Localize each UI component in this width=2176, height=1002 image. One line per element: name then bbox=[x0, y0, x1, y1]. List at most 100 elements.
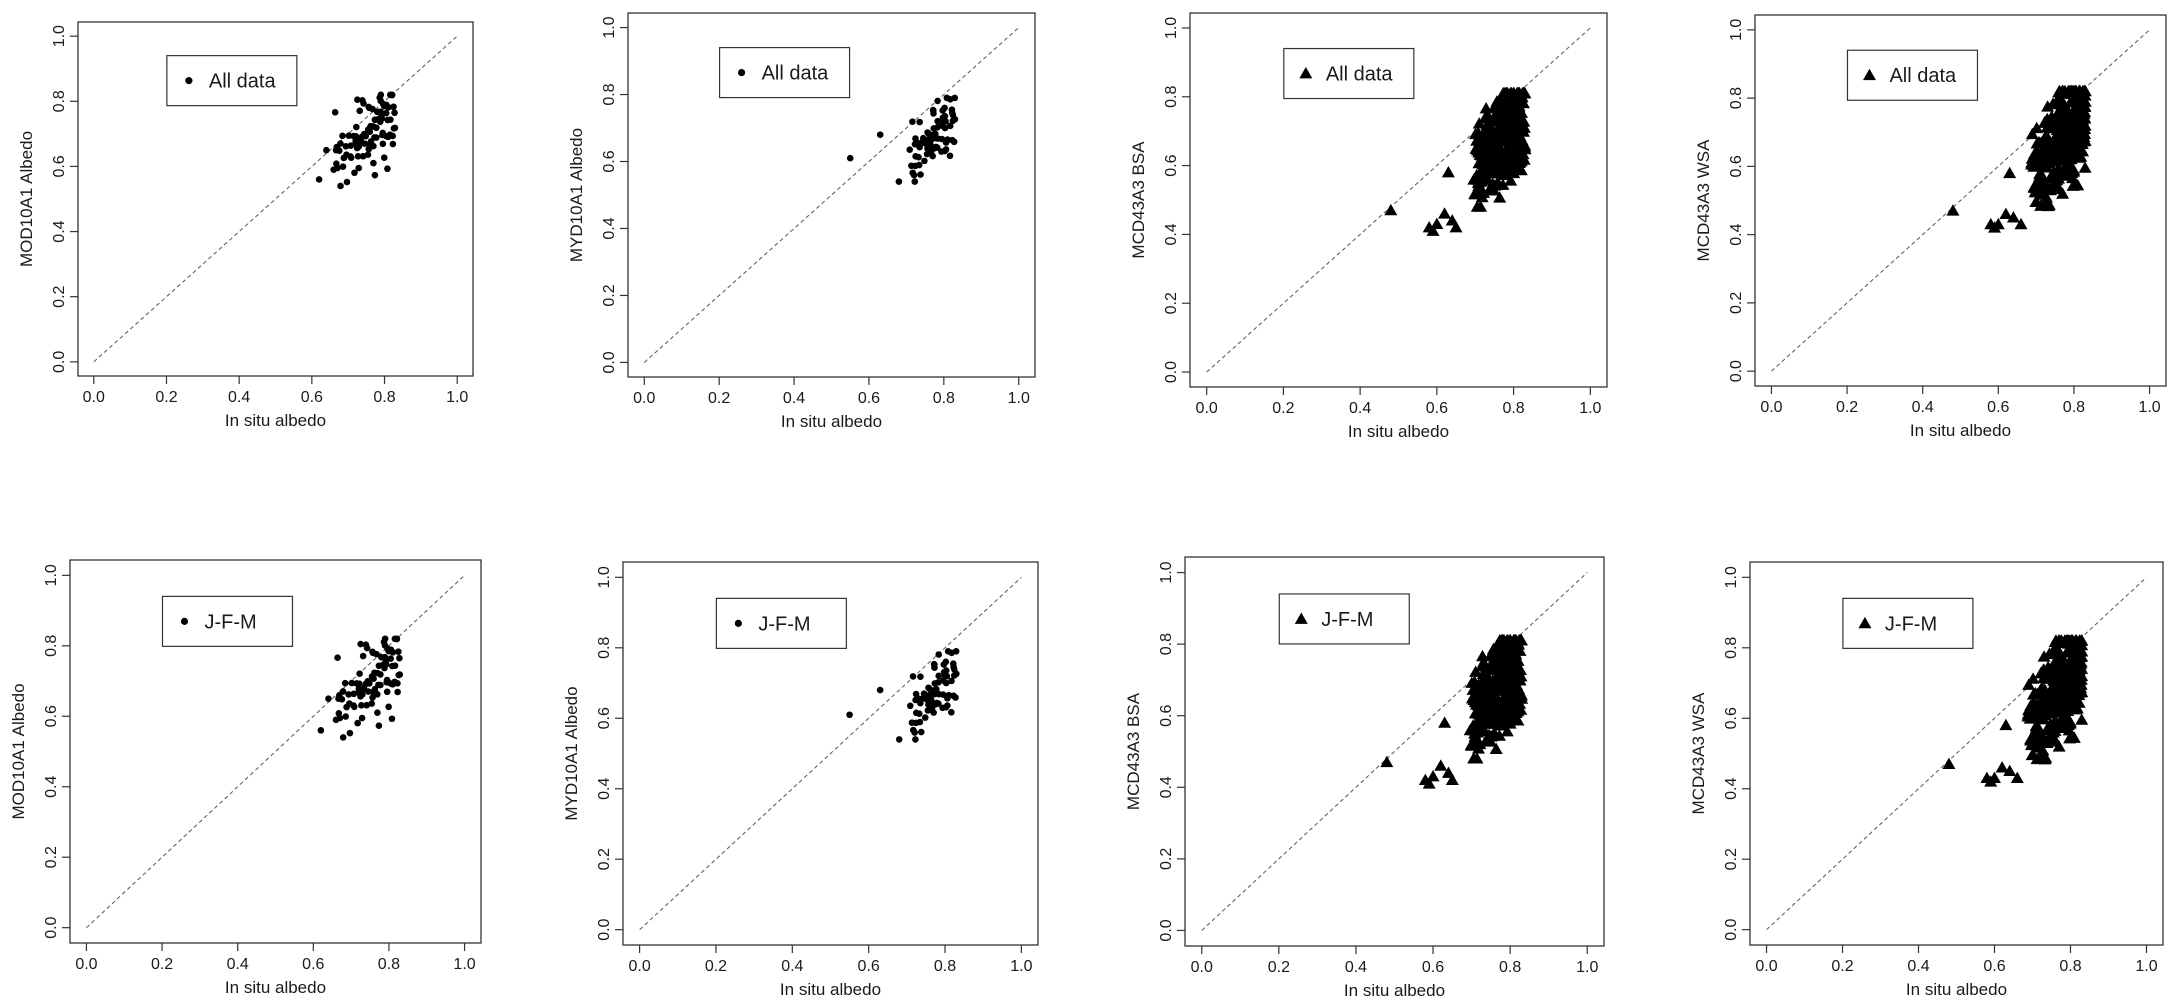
data-point bbox=[2052, 110, 2066, 123]
legend-marker bbox=[737, 68, 746, 77]
data-point bbox=[2074, 673, 2088, 685]
data-point bbox=[1485, 145, 1499, 157]
y-tick-label: 1.0 bbox=[1723, 566, 1740, 588]
data-point bbox=[358, 714, 366, 722]
data-point bbox=[347, 142, 355, 149]
data-point bbox=[2058, 86, 2072, 98]
data-point bbox=[2067, 134, 2081, 147]
data-point bbox=[2014, 217, 2028, 230]
data-point bbox=[1485, 167, 1499, 179]
data-point bbox=[1430, 217, 1444, 229]
y-tick-label: 0.0 bbox=[51, 351, 68, 373]
data-point bbox=[915, 161, 923, 169]
data-point bbox=[2074, 657, 2088, 670]
data-point bbox=[355, 164, 363, 172]
data-point bbox=[935, 672, 943, 680]
data-point bbox=[2068, 676, 2082, 688]
data-point bbox=[1480, 154, 1494, 167]
y-tick-label: 0.4 bbox=[1158, 776, 1175, 798]
x-tick-label: 0.0 bbox=[75, 956, 97, 973]
x-tick-label: 0.0 bbox=[1196, 400, 1218, 417]
data-point bbox=[357, 136, 364, 144]
data-point bbox=[2062, 637, 2076, 649]
data-point bbox=[1471, 126, 1485, 138]
data-point bbox=[911, 178, 919, 185]
data-point bbox=[2010, 771, 2024, 784]
x-tick-label: 0.0 bbox=[628, 958, 650, 975]
x-tick-label: 0.4 bbox=[227, 956, 249, 973]
data-point bbox=[2074, 649, 2088, 662]
scatter-panel: 0.0 0.2 0.4 0.6 0.8 1.0 0.0 0.2 0.4 0.6 0.8 1.0 In s… bbox=[1689, 561, 2164, 999]
data-point bbox=[380, 154, 388, 161]
data-point bbox=[2037, 650, 2051, 662]
data-point bbox=[939, 691, 947, 698]
data-point bbox=[1483, 661, 1497, 674]
data-point bbox=[1503, 668, 1517, 681]
data-point bbox=[2055, 132, 2069, 144]
y-tick-label: 0.6 bbox=[601, 150, 618, 172]
data-point bbox=[1483, 182, 1497, 195]
data-point bbox=[1491, 104, 1505, 116]
data-point bbox=[2049, 653, 2063, 665]
data-point bbox=[360, 100, 367, 107]
data-point bbox=[2053, 154, 2067, 166]
data-point bbox=[2058, 661, 2072, 674]
data-point bbox=[949, 111, 957, 119]
data-point bbox=[337, 140, 344, 147]
x-tick-label: 0.0 bbox=[83, 389, 105, 406]
data-point bbox=[1502, 687, 1516, 699]
legend-label: J-F-M bbox=[758, 613, 810, 635]
data-point bbox=[932, 700, 940, 708]
legend-label: J-F-M bbox=[1321, 609, 1373, 631]
data-point bbox=[362, 132, 370, 140]
data-point bbox=[1449, 221, 1463, 233]
data-point bbox=[1493, 191, 1507, 203]
data-point bbox=[1478, 668, 1492, 680]
data-point bbox=[1494, 700, 1508, 712]
data-point bbox=[389, 662, 396, 670]
scatter-panel: 0.0 0.2 0.4 0.6 0.8 1.0 0.0 0.2 0.4 0.6 0.8 1.0 In s… bbox=[1124, 556, 1605, 1000]
x-tick-label: 1.0 bbox=[2135, 958, 2157, 975]
data-point bbox=[2022, 703, 2036, 716]
data-point bbox=[1489, 742, 1503, 755]
data-point bbox=[934, 97, 941, 105]
x-tick-label: 0.6 bbox=[858, 958, 880, 975]
data-point bbox=[2046, 726, 2060, 738]
data-point bbox=[895, 178, 903, 185]
data-point bbox=[334, 654, 341, 662]
data-point bbox=[1470, 134, 1484, 146]
x-tick-label: 0.4 bbox=[781, 958, 803, 975]
data-point bbox=[923, 696, 930, 703]
data-point bbox=[2055, 712, 2069, 724]
data-point bbox=[1516, 125, 1530, 137]
x-tick-label: 0.8 bbox=[1499, 959, 1521, 976]
plot-frame bbox=[622, 561, 1039, 946]
data-point bbox=[2056, 187, 2070, 199]
data-point bbox=[369, 694, 376, 701]
data-point bbox=[339, 163, 347, 170]
data-point bbox=[1503, 717, 1517, 729]
x-tick-label: 0.6 bbox=[1987, 399, 2009, 416]
data-point bbox=[1422, 777, 1436, 789]
data-point bbox=[383, 688, 391, 696]
x-axis-label: In situ albedo bbox=[1344, 981, 1445, 1000]
data-point bbox=[357, 640, 364, 648]
legend-label: J-F-M bbox=[204, 611, 256, 633]
data-point bbox=[2051, 163, 2065, 176]
data-point bbox=[917, 728, 925, 736]
data-point bbox=[365, 145, 373, 153]
data-point bbox=[364, 126, 372, 133]
data-point bbox=[944, 136, 951, 143]
data-point bbox=[1509, 652, 1523, 664]
data-point bbox=[1513, 104, 1527, 116]
data-point bbox=[925, 684, 932, 692]
y-tick-label: 0.8 bbox=[51, 90, 68, 112]
data-point bbox=[941, 672, 949, 680]
data-point bbox=[370, 159, 377, 167]
data-point bbox=[1467, 689, 1481, 702]
data-point bbox=[922, 140, 930, 147]
data-point bbox=[2035, 153, 2049, 166]
data-point bbox=[351, 169, 358, 177]
scatter-panel: 0.0 0.2 0.4 0.6 0.8 1.0 0.0 0.2 0.4 0.6 0.8 1.0 In s… bbox=[17, 21, 474, 430]
data-point bbox=[381, 664, 388, 672]
